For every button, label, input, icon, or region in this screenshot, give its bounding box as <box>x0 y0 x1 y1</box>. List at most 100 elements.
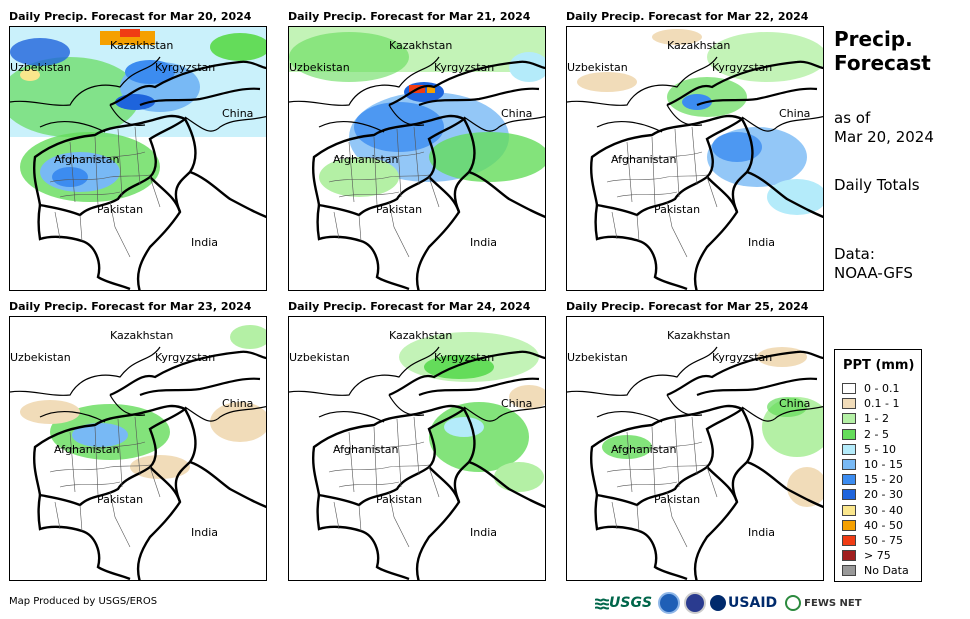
legend-title: PPT (mm) <box>843 358 915 373</box>
legend-swatch <box>842 383 856 394</box>
label-pakistan: Pakistan <box>97 493 143 506</box>
label-kyrgyzstan: Kyrgyzstan <box>155 61 215 74</box>
legend-item: 40 - 50 <box>842 518 903 533</box>
sidebar-title-line1: Precip. <box>834 27 913 51</box>
label-uzbekistan: Uzbekistan <box>10 61 71 74</box>
legend-label: 1 - 2 <box>864 412 889 426</box>
label-china: China <box>222 107 253 120</box>
legend-item: 50 - 75 <box>842 533 903 548</box>
legend-item: 30 - 40 <box>842 503 903 518</box>
label-china: China <box>501 107 532 120</box>
label-afghanistan: Afghanistan <box>54 443 120 456</box>
label-kazakhstan: Kazakhstan <box>389 39 452 52</box>
legend-item: 2 - 5 <box>842 427 889 442</box>
forecast-map-mar20: Kazakhstan Uzbekistan Kyrgyzstan China A… <box>9 26 267 291</box>
asof-line1: as of <box>834 109 871 127</box>
legend-item: 15 - 20 <box>842 472 903 487</box>
legend-swatch <box>842 519 856 531</box>
label-kyrgyzstan: Kyrgyzstan <box>712 351 772 364</box>
doi-seal-icon <box>684 592 707 614</box>
label-india: India <box>470 236 497 249</box>
asof-date: Mar 20, 2024 <box>834 128 934 146</box>
legend-label: 40 - 50 <box>864 518 903 532</box>
usaid-logo: USAID <box>710 595 777 611</box>
label-uzbekistan: Uzbekistan <box>567 351 628 364</box>
panel-title-mar22: Daily Precip. Forecast for Mar 22, 2024 <box>566 10 809 23</box>
label-afghanistan: Afghanistan <box>54 153 120 166</box>
legend-label: 2 - 5 <box>864 427 889 441</box>
legend-label: 20 - 30 <box>864 488 903 502</box>
legend-swatch <box>842 565 856 577</box>
label-kazakhstan: Kazakhstan <box>110 329 173 342</box>
legend-label: 0.1 - 1 <box>864 397 900 411</box>
label-afghanistan: Afghanistan <box>611 153 677 166</box>
legend-item: 1 - 2 <box>842 411 889 426</box>
label-kazakhstan: Kazakhstan <box>667 329 730 342</box>
panel-title-mar21: Daily Precip. Forecast for Mar 21, 2024 <box>288 10 531 23</box>
legend-swatch <box>842 428 856 440</box>
legend-label: 10 - 15 <box>864 458 903 471</box>
legend-item: 0.1 - 1 <box>842 396 899 411</box>
label-uzbekistan: Uzbekistan <box>289 351 350 364</box>
label-kazakhstan: Kazakhstan <box>110 39 173 52</box>
usgs-logo: USGS <box>595 595 652 611</box>
label-kyrgyzstan: Kyrgyzstan <box>434 61 494 74</box>
panel-title-mar20: Daily Precip. Forecast for Mar 20, 2024 <box>9 10 252 23</box>
label-india: India <box>470 526 497 539</box>
label-china: China <box>501 397 532 410</box>
legend-swatch <box>842 474 856 486</box>
legend-item: > 75 <box>842 548 891 563</box>
label-india: India <box>748 236 775 249</box>
forecast-map-mar21: Kazakhstan Uzbekistan Kyrgyzstan China A… <box>288 26 546 291</box>
legend-swatch <box>842 459 856 470</box>
label-kazakhstan: Kazakhstan <box>667 39 730 52</box>
legend-item: 20 - 30 <box>842 487 903 502</box>
legend-item: 10 - 15 <box>842 457 903 472</box>
legend-swatch <box>842 413 856 425</box>
legend-label: 30 - 40 <box>864 503 903 517</box>
legend-label: 15 - 20 <box>864 473 903 487</box>
label-china: China <box>779 397 810 410</box>
legend-item: 0 - 0.1 <box>842 381 899 396</box>
noaa-logo <box>658 592 681 614</box>
label-uzbekistan: Uzbekistan <box>10 351 71 364</box>
label-china: China <box>222 397 253 410</box>
label-kyrgyzstan: Kyrgyzstan <box>712 61 772 74</box>
globe-icon <box>785 595 802 611</box>
label-pakistan: Pakistan <box>376 203 422 216</box>
panel-title-mar23: Daily Precip. Forecast for Mar 23, 2024 <box>9 300 252 313</box>
legend-swatch <box>842 443 856 455</box>
label-pakistan: Pakistan <box>97 203 143 216</box>
legend-label: 50 - 75 <box>864 534 903 547</box>
data-source: NOAA-GFS <box>834 264 913 282</box>
legend-item: 5 - 10 <box>842 442 896 457</box>
label-kazakhstan: Kazakhstan <box>389 329 452 342</box>
legend-label: 5 - 10 <box>864 442 896 456</box>
precip-overlay <box>602 347 823 507</box>
data-label: Data: <box>834 245 875 263</box>
precip-overlay <box>577 29 823 215</box>
panel-title-mar24: Daily Precip. Forecast for Mar 24, 2024 <box>288 300 531 313</box>
forecast-map-mar25: Kazakhstan Uzbekistan Kyrgyzstan China A… <box>566 316 824 581</box>
map-credit: Map Produced by USGS/EROS <box>9 596 158 607</box>
sidebar-title-line2: Forecast <box>834 51 931 75</box>
panel-title-mar25: Daily Precip. Forecast for Mar 25, 2024 <box>566 300 809 313</box>
label-afghanistan: Afghanistan <box>333 153 399 166</box>
label-uzbekistan: Uzbekistan <box>567 61 628 74</box>
label-india: India <box>191 526 218 539</box>
precip-overlay <box>20 325 266 479</box>
label-india: India <box>748 526 775 539</box>
label-pakistan: Pakistan <box>654 203 700 216</box>
legend-item: No Data <box>842 563 909 578</box>
label-kyrgyzstan: Kyrgyzstan <box>434 351 494 364</box>
fews-net-logo: FEWS NET <box>785 595 862 611</box>
partner-logos: USGS USAID FEWS NET <box>595 591 862 615</box>
legend-label: 0 - 0.1 <box>864 382 900 395</box>
legend-swatch <box>842 504 856 516</box>
label-afghanistan: Afghanistan <box>333 443 399 456</box>
label-kyrgyzstan: Kyrgyzstan <box>155 351 215 364</box>
legend-swatch <box>842 398 856 410</box>
label-afghanistan: Afghanistan <box>611 443 677 456</box>
legend-swatch <box>842 550 856 562</box>
